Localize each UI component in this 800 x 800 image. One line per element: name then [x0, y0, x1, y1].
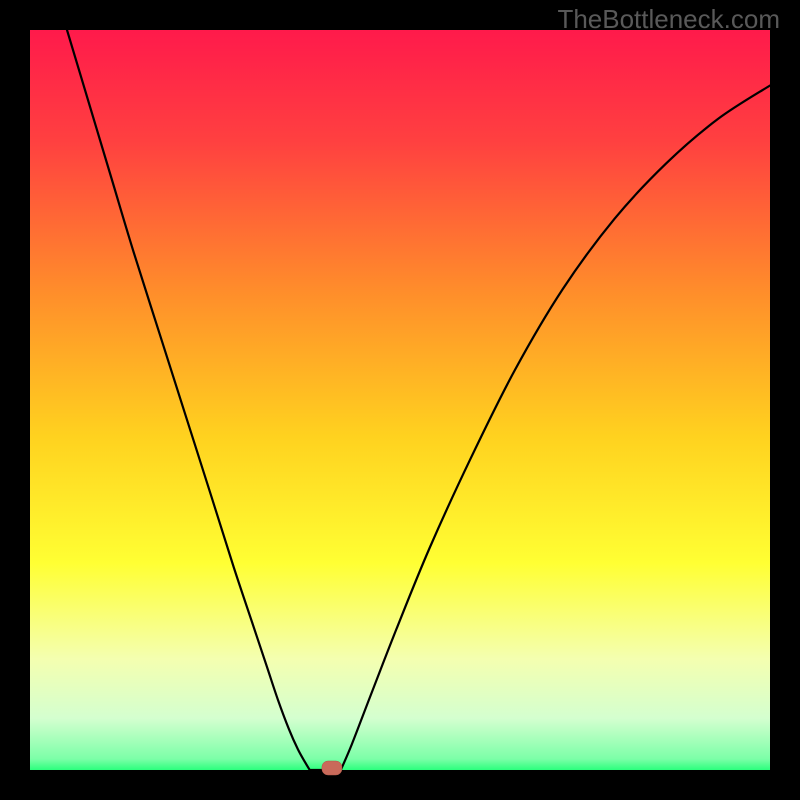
chart-svg [0, 0, 800, 800]
current-point-marker [322, 761, 342, 775]
chart-frame: TheBottleneck.com [0, 0, 800, 800]
plot-background [30, 30, 770, 770]
watermark-label: TheBottleneck.com [557, 4, 780, 35]
